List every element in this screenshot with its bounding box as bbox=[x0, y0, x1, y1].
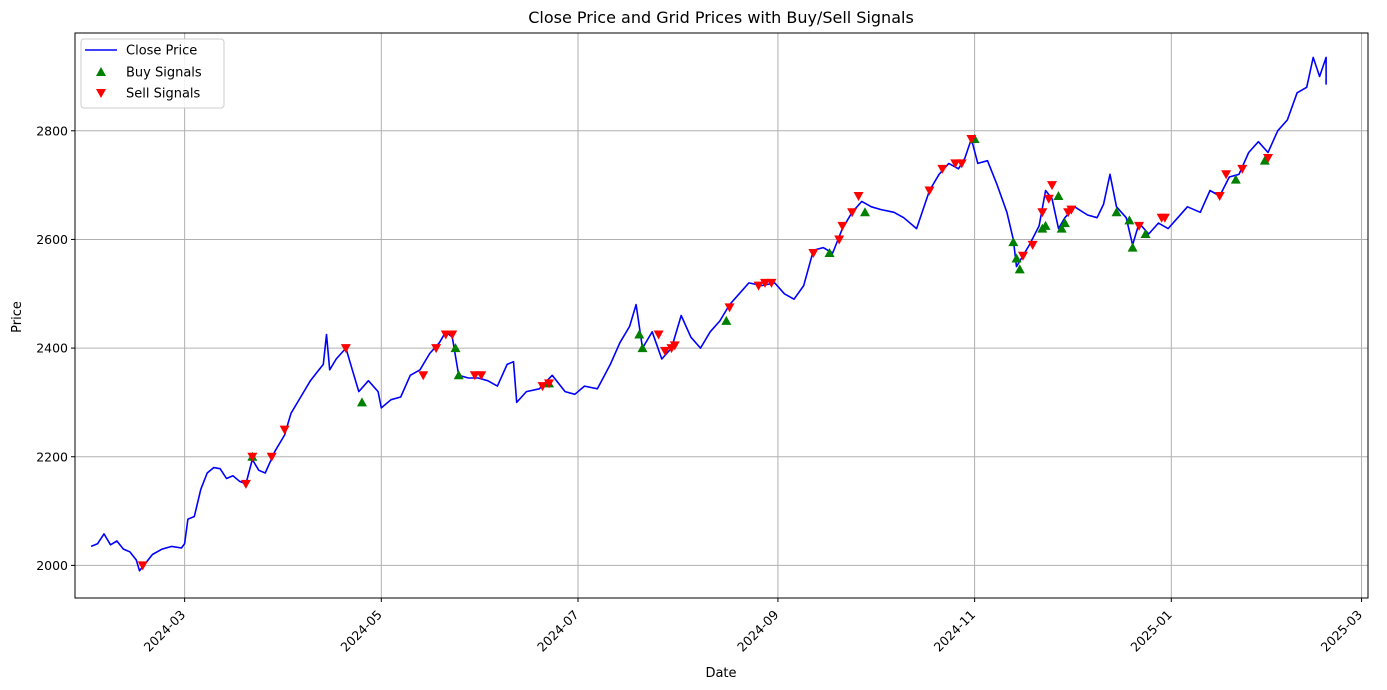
sell-signal-marker bbox=[808, 249, 819, 259]
buy-signal-marker bbox=[859, 207, 870, 217]
buy-signal-marker bbox=[634, 329, 645, 339]
sell-signal-marker bbox=[853, 191, 864, 201]
x-tick-label: 2024-03 bbox=[141, 607, 189, 655]
buy-signal-marker bbox=[721, 315, 732, 325]
sell-signal-marker bbox=[247, 452, 258, 462]
x-tick-label: 2025-01 bbox=[1127, 607, 1175, 655]
sell-signal-marker bbox=[447, 330, 458, 340]
sell-signal-marker bbox=[766, 278, 777, 288]
x-tick-label: 2024-05 bbox=[337, 607, 385, 655]
x-tick-label: 2024-09 bbox=[734, 607, 782, 655]
sell-signal-marker bbox=[847, 208, 858, 218]
x-axis-label: Date bbox=[705, 666, 736, 681]
legend-box bbox=[80, 38, 225, 109]
sell-signal-marker bbox=[924, 186, 935, 196]
buy-signal-marker bbox=[1014, 264, 1025, 274]
buy-signal-marker bbox=[1008, 237, 1019, 247]
sell-signal-marker bbox=[653, 330, 664, 340]
sell-signal-marker bbox=[956, 159, 967, 169]
buy-signal-marker bbox=[1053, 190, 1064, 200]
buy-signal-marker bbox=[1111, 207, 1122, 217]
sell-signal-marker bbox=[1037, 208, 1048, 218]
sell-signal-marker bbox=[476, 371, 487, 381]
sell-signal-marker bbox=[137, 561, 148, 571]
sell-signal-marker bbox=[1134, 221, 1145, 231]
plot-area bbox=[90, 56, 1327, 572]
buy-signal-marker bbox=[1127, 242, 1138, 252]
x-axis: 2024-03 2024-05 2024-07 2024-09 2024-11 2025-… bbox=[141, 598, 1365, 655]
sell-signal-marker bbox=[266, 452, 277, 462]
buy-signal-marker bbox=[1040, 220, 1051, 230]
x-tick-label: 2024-11 bbox=[931, 607, 979, 655]
y-axis: 2000 2200 2400 2600 2800 bbox=[36, 123, 75, 573]
sell-signal-marker bbox=[1237, 164, 1248, 174]
sell-signal-marker bbox=[1043, 194, 1054, 204]
sell-signal-marker bbox=[1027, 240, 1038, 250]
y-axis-label: Price bbox=[10, 301, 25, 333]
y-tick-label: 2000 bbox=[36, 558, 68, 573]
y-tick-label: 2200 bbox=[36, 449, 68, 464]
sell-signal-marker bbox=[240, 479, 251, 489]
plot-frame bbox=[74, 32, 1369, 599]
legend-label: Buy Signals bbox=[126, 66, 202, 81]
x-tick-label: 2025-03 bbox=[1318, 607, 1366, 655]
sell-signal-marker bbox=[1017, 251, 1028, 261]
grid-lines bbox=[75, 33, 1368, 598]
sell-signal-marker bbox=[1159, 213, 1170, 223]
buy-signal-marker bbox=[1124, 215, 1135, 225]
sell-signal-marker bbox=[753, 281, 764, 291]
buy-signal-marker bbox=[1230, 174, 1241, 184]
chart-title: Close Price and Grid Prices with Buy/Sel… bbox=[528, 8, 914, 27]
sell-signal-marker bbox=[760, 278, 771, 288]
legend-label: Close Price bbox=[126, 44, 197, 59]
sell-signal-marker bbox=[660, 346, 671, 356]
sell-signal-marker bbox=[537, 382, 548, 392]
buy-signal-marker bbox=[1140, 229, 1151, 239]
sell-signal-marker bbox=[966, 134, 977, 144]
sell-signal-marker bbox=[469, 371, 480, 381]
sell-signal-marker bbox=[440, 330, 451, 340]
sell-signal-marker bbox=[431, 344, 442, 354]
legend-sell-swatch bbox=[96, 89, 106, 98]
x-tick-label: 2024-07 bbox=[534, 607, 582, 655]
legend-buy-swatch bbox=[96, 67, 106, 76]
sell-signal-marker bbox=[1047, 181, 1058, 191]
legend-label: Sell Signals bbox=[126, 87, 201, 102]
buy-signal-marker bbox=[1059, 218, 1070, 228]
sell-signal-marker bbox=[837, 221, 848, 231]
buy-signal-marker bbox=[824, 248, 835, 258]
sell-signal-marker bbox=[937, 164, 948, 174]
buy-signal-marker bbox=[356, 397, 367, 407]
y-tick-label: 2400 bbox=[36, 341, 68, 356]
buy-signal-marker bbox=[453, 370, 464, 380]
sell-signal-marker bbox=[279, 425, 290, 435]
sell-signal-marker bbox=[543, 379, 554, 389]
buy-signal-marker bbox=[637, 343, 648, 353]
sell-signal-marker bbox=[834, 235, 845, 245]
sell-signal-marker bbox=[669, 341, 680, 351]
sell-signal-marker bbox=[1066, 205, 1077, 215]
buy-signal-marker bbox=[450, 343, 461, 353]
sell-signal-marker bbox=[418, 371, 429, 381]
sell-signal-marker bbox=[724, 303, 735, 313]
close-price-line bbox=[90, 56, 1327, 572]
sell-signal-marker bbox=[1221, 170, 1232, 180]
sell-signal-marker bbox=[1214, 191, 1225, 201]
sell-signal-marker bbox=[340, 344, 351, 354]
sell-signal-marker bbox=[950, 159, 961, 169]
legend: Close Price Buy Signals Sell Signals bbox=[80, 38, 225, 109]
sell-signal-marker bbox=[1263, 153, 1274, 163]
buy-signal-marker bbox=[1011, 253, 1022, 263]
y-tick-label: 2800 bbox=[36, 123, 68, 138]
y-tick-label: 2600 bbox=[36, 232, 68, 247]
buy-signal-marker bbox=[1259, 155, 1270, 165]
buy-signal-marker bbox=[1056, 223, 1067, 233]
